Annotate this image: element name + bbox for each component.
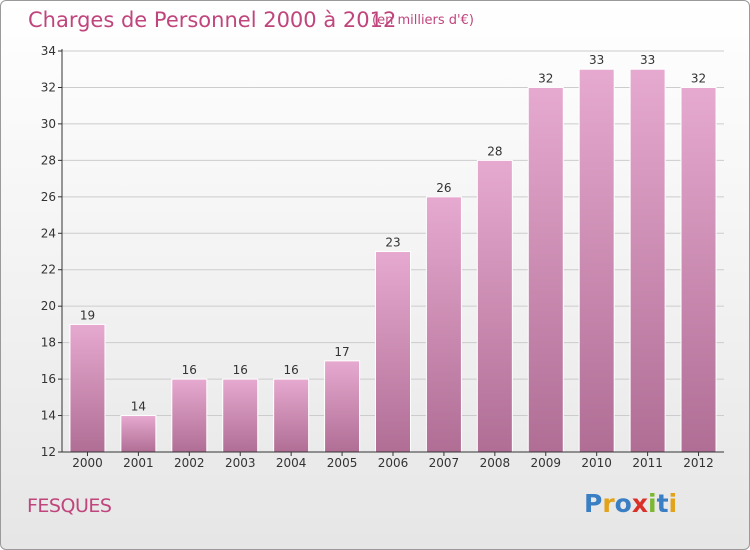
y-tick-label: 32 [41,80,56,94]
y-tick-label: 18 [41,336,56,350]
bar-2007 [425,196,462,453]
bar-2010 [578,68,615,453]
logo-letter: r [602,489,615,518]
x-tick-label: 2012 [683,456,714,470]
bars: 19 14 16 16 16 17 23 26 28 32 33 33 32 [69,53,717,453]
y-tick-label: 20 [41,299,56,313]
bar-2005 [324,360,361,453]
x-tick-label: 2007 [429,456,460,470]
bar-2009 [527,86,564,453]
x-tick-label: 2001 [123,456,154,470]
axes: 12 14 16 18 20 22 24 26 28 30 32 34 2000 2001 2002 2003… [41,44,724,470]
commune-name: FESQUES [27,495,112,517]
bar-2008 [476,159,513,453]
data-label: 33 [640,53,655,67]
bar-2002 [171,378,208,453]
data-label: 32 [538,71,553,85]
data-label: 26 [436,181,451,195]
y-tick-label: 30 [41,117,56,131]
logo-letter: x [631,489,648,518]
bar-2012 [680,86,717,453]
data-label: 23 [385,236,400,250]
y-tick-label: 34 [41,44,56,58]
x-tick-label: 2004 [276,456,307,470]
data-label: 14 [131,400,146,414]
bar-2004 [273,378,310,453]
y-tick-label: 22 [41,263,56,277]
data-label: 17 [334,345,349,359]
y-tick-label: 28 [41,153,56,167]
bar-2003 [222,378,259,453]
chart-subtitle: (en milliers d'€) [372,13,474,28]
logo-letter: i [668,489,678,518]
logo-letter: P [584,489,603,518]
x-tick-label: 2003 [225,456,256,470]
logo-letter: o [614,489,632,518]
proxiti-logo[interactable]: Proxiti [584,489,677,518]
x-tick-label: 2009 [530,456,561,470]
logo-letter: i [648,489,657,518]
y-tick-label: 26 [41,190,56,204]
logo-letter: t [656,489,669,518]
bar-2011 [629,68,666,453]
data-label: 33 [589,53,604,67]
data-label: 19 [80,308,95,322]
chart-title: Charges de Personnel 2000 à 2012 [28,8,397,32]
data-label: 16 [233,363,248,377]
x-tick-label: 2005 [327,456,358,470]
x-tick-label: 2010 [581,456,612,470]
data-label: 28 [487,144,502,158]
data-label: 16 [182,363,197,377]
y-tick-label: 12 [41,445,56,459]
bar-2006 [375,251,411,453]
y-tick-label: 24 [41,226,56,240]
y-tick-label: 16 [41,372,56,386]
data-label: 32 [691,71,706,85]
x-tick-label: 2008 [480,456,511,470]
x-tick-label: 2002 [174,456,205,470]
bar-2000 [69,323,106,453]
x-tick-label: 2006 [378,456,409,470]
x-tick-label: 2000 [72,456,103,470]
data-label: 16 [284,363,299,377]
y-tick-label: 14 [41,409,56,423]
bar-2001 [120,415,157,453]
x-tick-label: 2011 [632,456,663,470]
